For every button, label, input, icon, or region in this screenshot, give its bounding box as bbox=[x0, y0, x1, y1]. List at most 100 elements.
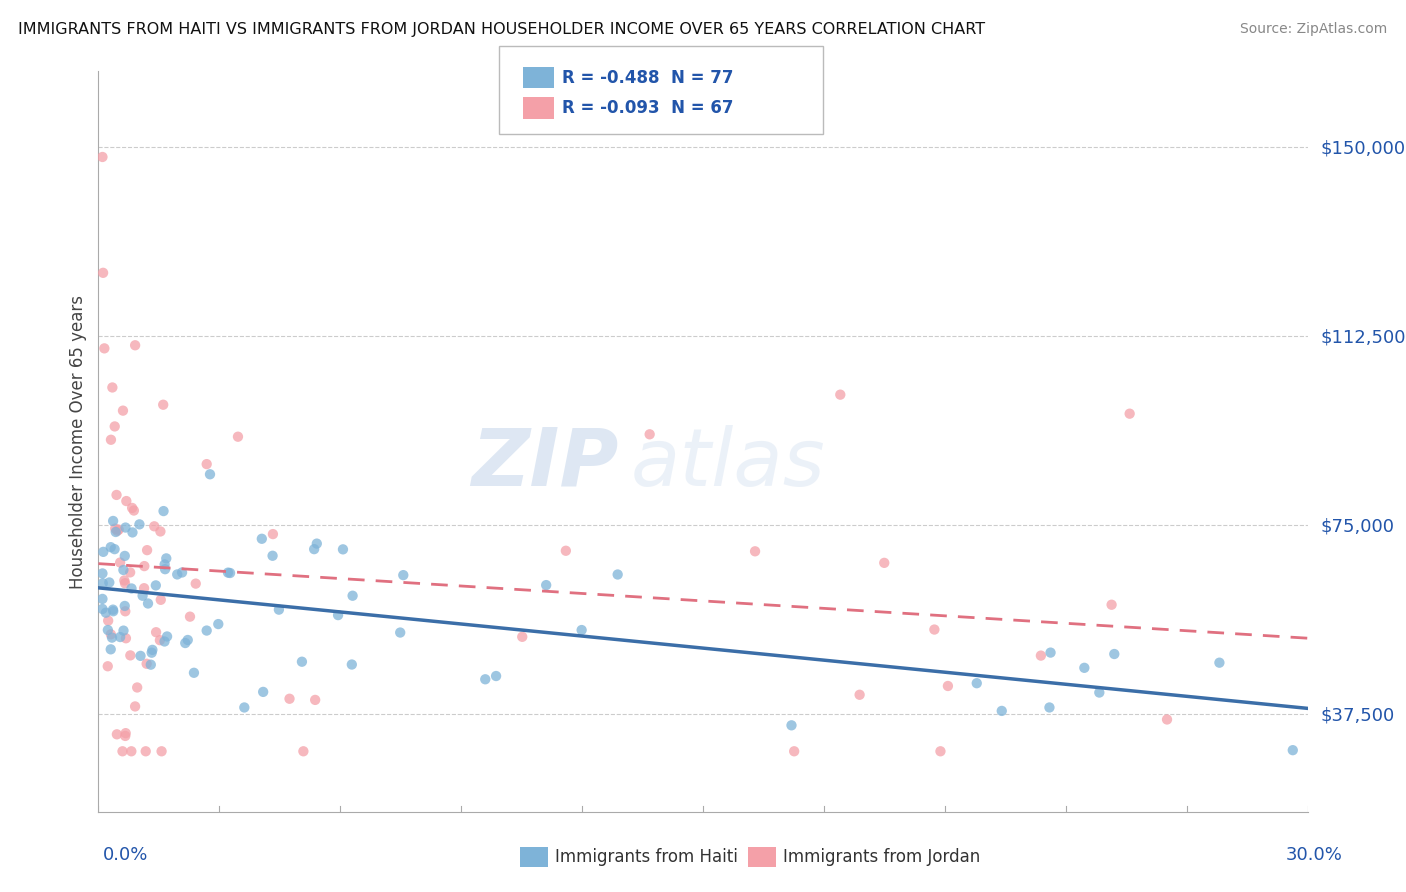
Text: ZIP: ZIP bbox=[471, 425, 619, 503]
Point bbox=[177, 632, 200, 647]
Point bbox=[152, 504, 174, 518]
Point bbox=[1039, 646, 1062, 660]
Point bbox=[267, 602, 290, 616]
Point bbox=[170, 566, 193, 580]
Point bbox=[100, 642, 122, 657]
Text: 0.0%: 0.0% bbox=[103, 846, 148, 863]
Point bbox=[136, 597, 159, 611]
Point bbox=[155, 551, 177, 566]
Point bbox=[873, 556, 896, 570]
Point bbox=[91, 591, 114, 606]
Point bbox=[156, 630, 179, 644]
Point bbox=[128, 517, 150, 532]
Point bbox=[153, 562, 176, 576]
Point bbox=[606, 567, 628, 582]
Point bbox=[100, 433, 122, 447]
Point bbox=[830, 387, 852, 401]
Point bbox=[1156, 713, 1178, 727]
Point bbox=[105, 727, 128, 741]
Point bbox=[219, 566, 242, 580]
Point bbox=[132, 581, 155, 595]
Point bbox=[392, 568, 415, 582]
Point bbox=[121, 582, 143, 596]
Point bbox=[103, 542, 125, 557]
Point bbox=[97, 659, 120, 673]
Point bbox=[326, 608, 349, 623]
Point bbox=[103, 604, 125, 618]
Point bbox=[131, 589, 153, 603]
Point bbox=[1038, 700, 1060, 714]
Point bbox=[112, 574, 135, 588]
Point bbox=[100, 627, 122, 641]
Point bbox=[291, 655, 314, 669]
Point bbox=[141, 643, 163, 657]
Point bbox=[115, 632, 138, 646]
Point bbox=[1101, 598, 1123, 612]
Point bbox=[104, 522, 127, 536]
Point bbox=[94, 606, 117, 620]
Point bbox=[342, 589, 364, 603]
Point bbox=[91, 266, 114, 280]
Point bbox=[108, 630, 131, 644]
Point bbox=[638, 427, 661, 442]
Point bbox=[278, 691, 301, 706]
Point bbox=[124, 699, 146, 714]
Point bbox=[152, 398, 174, 412]
Point bbox=[1281, 743, 1303, 757]
Point bbox=[179, 609, 201, 624]
Point bbox=[112, 563, 135, 577]
Point bbox=[114, 520, 136, 534]
Point bbox=[101, 631, 124, 645]
Point bbox=[134, 559, 156, 574]
Point bbox=[198, 467, 221, 482]
Point bbox=[139, 657, 162, 672]
Point bbox=[120, 744, 142, 758]
Point bbox=[262, 527, 284, 541]
Point bbox=[149, 592, 172, 607]
Point bbox=[304, 693, 326, 707]
Point bbox=[120, 566, 142, 580]
Text: Immigrants from Haiti: Immigrants from Haiti bbox=[555, 848, 738, 866]
Point bbox=[122, 503, 145, 517]
Text: R = -0.488  N = 77: R = -0.488 N = 77 bbox=[562, 69, 734, 87]
Point bbox=[114, 726, 136, 740]
Point bbox=[114, 729, 136, 743]
Point bbox=[252, 685, 274, 699]
Point bbox=[195, 624, 218, 638]
Point bbox=[104, 419, 127, 434]
Point bbox=[101, 514, 124, 528]
Text: atlas: atlas bbox=[630, 425, 825, 503]
Point bbox=[135, 744, 157, 758]
Point bbox=[340, 657, 363, 672]
Point bbox=[100, 540, 122, 554]
Point bbox=[534, 578, 557, 592]
Point bbox=[104, 524, 127, 539]
Point bbox=[114, 576, 136, 591]
Point bbox=[114, 549, 136, 563]
Point bbox=[93, 342, 115, 356]
Text: Immigrants from Jordan: Immigrants from Jordan bbox=[783, 848, 980, 866]
Text: R = -0.093  N = 67: R = -0.093 N = 67 bbox=[562, 99, 734, 117]
Point bbox=[217, 566, 239, 580]
Point bbox=[135, 657, 157, 671]
Point bbox=[292, 744, 315, 758]
Point bbox=[129, 648, 152, 663]
Point bbox=[91, 602, 114, 616]
Point bbox=[262, 549, 284, 563]
Point bbox=[929, 744, 952, 758]
Point bbox=[233, 700, 256, 714]
Point bbox=[124, 338, 146, 352]
Point bbox=[554, 543, 576, 558]
Text: 30.0%: 30.0% bbox=[1286, 846, 1343, 863]
Point bbox=[111, 403, 134, 417]
Point bbox=[107, 523, 129, 537]
Point bbox=[153, 558, 176, 572]
Point bbox=[105, 488, 128, 502]
Point bbox=[105, 524, 128, 538]
Text: Source: ZipAtlas.com: Source: ZipAtlas.com bbox=[1240, 22, 1388, 37]
Point bbox=[115, 494, 138, 508]
Point bbox=[114, 599, 136, 613]
Point bbox=[150, 744, 173, 758]
Point bbox=[136, 543, 159, 558]
Point bbox=[91, 545, 114, 559]
